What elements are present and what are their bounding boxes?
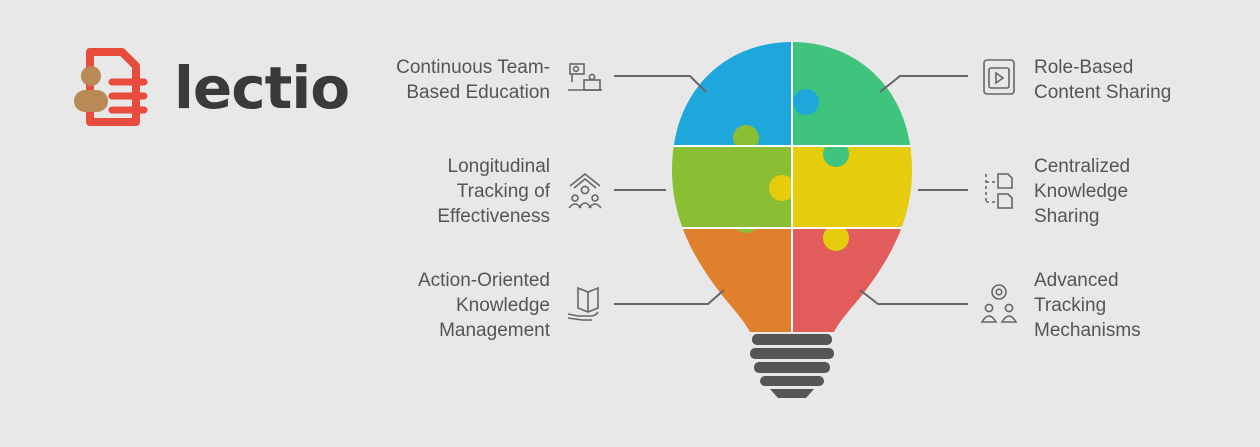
growth-tracking-icon xyxy=(568,172,602,209)
connector-4 xyxy=(879,75,968,93)
team-education-icon xyxy=(568,63,602,91)
bulb-screw-base xyxy=(750,334,834,398)
book-hand-icon xyxy=(567,286,599,321)
bulb-glass xyxy=(672,42,912,332)
lectio-logo-mark xyxy=(74,48,148,126)
label-longitudinal-tracking: Longitudinal Tracking of Effectiveness xyxy=(437,156,550,227)
puzzle-piece-bottom-left xyxy=(672,228,792,332)
label-role-based-content-sharing: Role-Based Content Sharing xyxy=(1034,57,1172,103)
label-advanced-tracking-mechanisms: Advanced Tracking Mechanisms xyxy=(1034,270,1141,341)
logo-wordmark: lectio xyxy=(174,54,350,122)
puzzle-piece-top-right xyxy=(792,42,912,146)
connector-1 xyxy=(614,75,707,93)
label-continuous-team-based-education: Continuous Team- Based Education xyxy=(396,57,550,103)
puzzle-piece-top-left xyxy=(672,42,792,146)
puzzle-piece-bottom-right xyxy=(792,228,912,332)
connector-lines xyxy=(614,75,968,305)
lectio-logo: lectio xyxy=(70,48,350,128)
video-content-icon xyxy=(983,59,1015,95)
label-action-oriented-knowledge: Action-Oriented Knowledge Management xyxy=(417,270,550,341)
connector-3 xyxy=(614,289,725,305)
puzzle-piece-middle-right xyxy=(792,146,912,228)
label-centralized-knowledge-sharing: Centralized Knowledge Sharing xyxy=(1034,156,1131,227)
people-sync-icon xyxy=(980,284,1018,323)
connector-6 xyxy=(859,289,968,305)
document-hierarchy-icon xyxy=(985,173,1013,209)
